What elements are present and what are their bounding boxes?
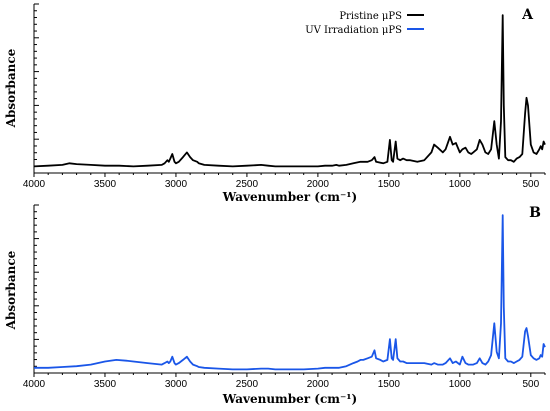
panel-b-frame xyxy=(33,205,545,374)
x-tick-label-3500: 3500 xyxy=(94,179,117,190)
x-tick-label-3000: 3000 xyxy=(165,379,188,390)
x-tick-label-500: 500 xyxy=(522,179,539,190)
legend: Pristine μPS UV Irradiation μPS xyxy=(305,11,424,36)
panel-b-y-axis-title: Absorbance xyxy=(4,250,18,330)
panel-a-y-axis-title: Absorbance xyxy=(4,48,18,128)
x-tick-label-1500: 1500 xyxy=(378,179,401,190)
series-line-pristine xyxy=(33,14,546,168)
x-tick-label-1500: 1500 xyxy=(378,379,401,390)
legend-entry-uv: UV Irradiation μPS xyxy=(305,25,402,36)
series-line-uv-irradiation xyxy=(34,214,546,371)
panel-b-x-axis-title: Wavenumber (cm⁻¹) xyxy=(222,392,357,406)
legend-entry-pristine: Pristine μPS xyxy=(339,11,402,22)
panel-b: 4000 3500 3000 2500 2000 1500 1000 500 B Wavenu… xyxy=(4,204,546,406)
panel-a-x-axis-title: Wavenumber (cm⁻¹) xyxy=(222,190,357,204)
panel-b-y-ticks xyxy=(34,204,39,374)
panel-a-frame xyxy=(33,4,545,174)
x-tick-label-3000: 3000 xyxy=(165,179,188,190)
panel-a-x-ticks: 4000 3500 3000 2500 2000 1500 1000 500 xyxy=(23,173,546,190)
panel-a: 4000 3500 3000 2500 2000 1500 1000 500 A Wavenu… xyxy=(4,3,546,204)
x-tick-label-1000: 1000 xyxy=(449,379,472,390)
x-tick-label-2000: 2000 xyxy=(307,379,330,390)
panel-a-y-ticks xyxy=(34,3,39,174)
x-tick-label-1000: 1000 xyxy=(449,179,472,190)
panel-b-letter: B xyxy=(529,205,541,221)
x-tick-label-2500: 2500 xyxy=(236,179,259,190)
x-tick-label-500: 500 xyxy=(522,379,539,390)
x-tick-label-4000: 4000 xyxy=(23,179,46,190)
panel-b-x-ticks: 4000 3500 3000 2500 2000 1500 1000 500 xyxy=(23,373,546,390)
panel-a-letter: A xyxy=(521,7,534,23)
x-tick-label-3500: 3500 xyxy=(94,379,117,390)
x-tick-label-2000: 2000 xyxy=(307,179,330,190)
x-tick-label-2500: 2500 xyxy=(236,379,259,390)
x-tick-label-4000: 4000 xyxy=(23,379,46,390)
